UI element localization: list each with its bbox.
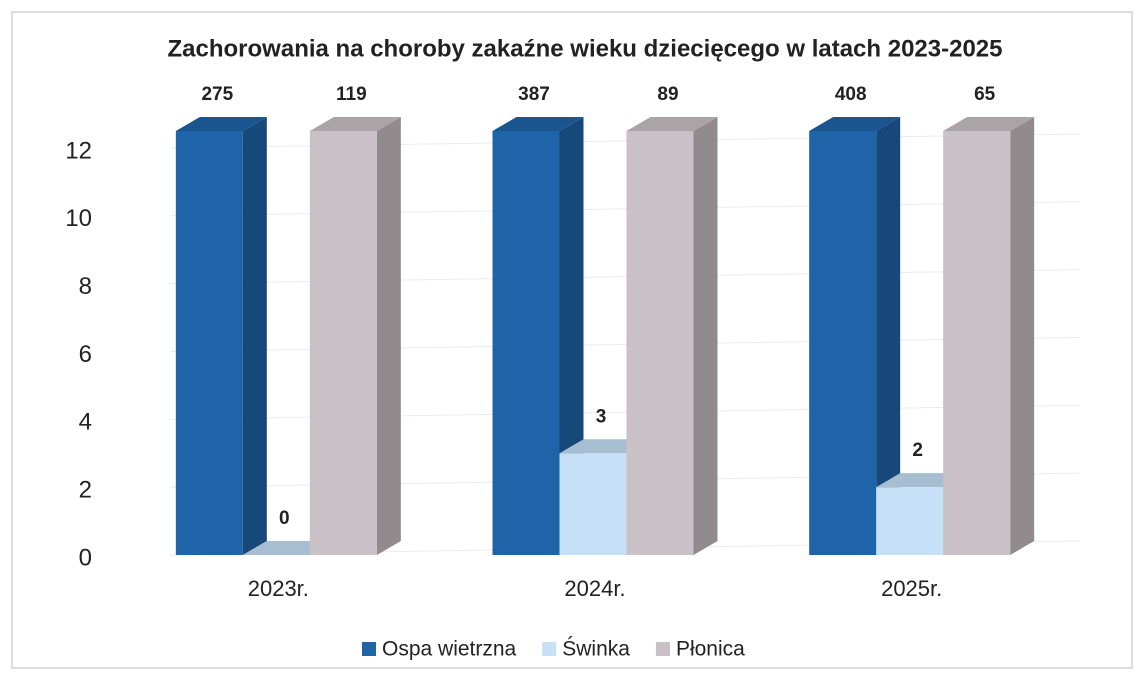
bar-top bbox=[943, 117, 1035, 131]
legend-swatch bbox=[655, 642, 670, 656]
value-label: 119 bbox=[336, 84, 367, 105]
value-label: 65 bbox=[974, 84, 996, 105]
bar-top bbox=[309, 117, 401, 131]
bar bbox=[492, 117, 584, 555]
y-tick-label: 6 bbox=[79, 341, 92, 368]
bar-top bbox=[492, 117, 584, 131]
value-label: 275 bbox=[201, 84, 233, 105]
bar bbox=[943, 117, 1035, 555]
y-tick-label: 12 bbox=[65, 137, 92, 164]
value-label: 408 bbox=[835, 84, 867, 105]
bar-front bbox=[943, 131, 1011, 555]
chart-title: Zachorowania na choroby zakaźne wieku dz… bbox=[168, 35, 1003, 62]
bar-side bbox=[242, 117, 267, 555]
bar-top bbox=[626, 117, 718, 131]
value-label: 0 bbox=[279, 508, 290, 529]
bar bbox=[175, 117, 267, 555]
x-tick-label: 2025r. bbox=[881, 576, 942, 601]
bar-side bbox=[1010, 117, 1035, 555]
bar bbox=[309, 117, 401, 555]
y-tick-label: 4 bbox=[79, 409, 92, 436]
bar-front bbox=[175, 131, 243, 555]
legend-label: Świnka bbox=[562, 637, 630, 661]
value-label: 2 bbox=[912, 440, 923, 461]
bar-front bbox=[809, 131, 877, 555]
value-label: 387 bbox=[518, 84, 550, 105]
bar-top bbox=[175, 117, 267, 131]
bar-front bbox=[626, 131, 694, 555]
legend-label: Płonica bbox=[676, 638, 745, 661]
y-tick-label: 8 bbox=[79, 273, 92, 300]
x-tick-label: 2024r. bbox=[564, 576, 625, 601]
bar bbox=[809, 117, 901, 555]
bar-side bbox=[376, 117, 401, 555]
bar-top bbox=[809, 117, 901, 131]
value-label: 3 bbox=[596, 406, 607, 427]
x-tick-label: 2023r. bbox=[248, 576, 309, 601]
value-label: 89 bbox=[657, 84, 678, 105]
legend-swatch bbox=[542, 642, 557, 656]
y-tick-label: 0 bbox=[79, 544, 92, 571]
y-tick-label: 2 bbox=[79, 477, 92, 504]
bar-front bbox=[492, 131, 560, 555]
bar-front bbox=[559, 453, 627, 555]
bar-side bbox=[876, 117, 901, 555]
bar-side bbox=[693, 117, 718, 555]
bar-front bbox=[876, 487, 944, 555]
bar-front bbox=[309, 131, 377, 555]
legend-label: Ospa wietrzna bbox=[382, 638, 517, 661]
y-tick-label: 10 bbox=[65, 205, 92, 232]
legend-swatch bbox=[362, 642, 376, 656]
bar bbox=[626, 117, 718, 555]
